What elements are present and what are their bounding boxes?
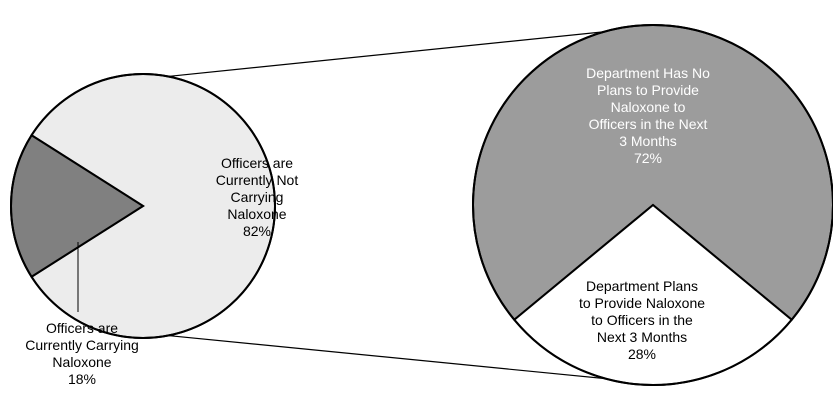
breakdown-pie: [472, 24, 833, 386]
main-slice-1-label: Officers are Currently Carrying Naloxone 18…: [25, 320, 139, 387]
slice-labels: Officers are Currently Not Carrying Naloxon…: [25, 65, 710, 387]
breakdown-pie-outline: [472, 24, 833, 386]
breakdown-slice-0-label: Department Has No Plans to Provide Naloxon…: [586, 65, 710, 166]
connector-lines: [168, 24, 666, 386]
main-pie: [10, 73, 277, 339]
connector-line-bottom: [168, 334, 666, 386]
main-pie-outline: [10, 73, 276, 339]
connector-line-top: [168, 24, 666, 78]
main-slice-0-label: Officers are Currently Not Carrying Naloxon…: [216, 155, 299, 239]
breakdown-slice-1-label: Department Plans to Provide Naloxone to Of…: [579, 278, 705, 362]
